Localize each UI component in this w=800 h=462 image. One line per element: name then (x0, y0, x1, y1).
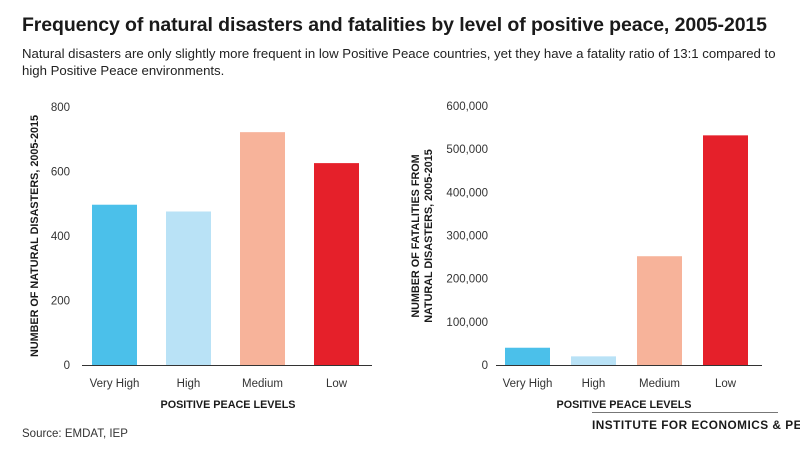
fatalities-bar-medium (637, 256, 682, 365)
fatalities-bar-low (703, 135, 748, 365)
chart-subtitle: Natural disasters are only slightly more… (22, 46, 776, 78)
disasters-y-axis-title: NUMBER OF NATURAL DISASTERS, 2005-2015 (29, 115, 41, 357)
source-note: Source: EMDAT, IEP (22, 428, 128, 440)
logo-divider (592, 412, 778, 413)
fatalities-x-tick-label: High (582, 378, 606, 390)
fatalities-y-tick-label: 0 (482, 360, 488, 372)
fatalities-y-axis-title-line: NUMBER OF FATALITIES FROM (410, 154, 422, 317)
disasters-y-tick-label: 400 (51, 231, 70, 243)
fatalities-y-tick-label: 300,000 (446, 231, 488, 243)
disasters-x-tick-label: Medium (242, 378, 283, 390)
disasters-y-tick-label: 600 (51, 167, 70, 179)
fatalities-y-tick-label: 100,000 (446, 317, 488, 329)
disasters-x-tick-label: High (177, 378, 201, 390)
disasters-x-axis-title: POSITIVE PEACE LEVELS (161, 399, 296, 411)
disasters-x-tick-label: Low (326, 378, 348, 390)
fatalities-y-tick-label: 400,000 (446, 187, 488, 199)
fatalities-x-tick-label: Very High (503, 378, 553, 390)
fatalities-y-tick-label: 600,000 (446, 101, 488, 113)
disasters-bar-low (314, 163, 359, 365)
disasters-y-tick-label: 800 (51, 102, 70, 114)
fatalities-bar-very-high (505, 347, 550, 365)
disasters-y-tick-label: 0 (64, 360, 70, 372)
iep-logo: INSTITUTE FOR ECONOMICS & PEACE (592, 418, 800, 432)
fatalities-y-tick-label: 500,000 (446, 144, 488, 156)
disasters-y-tick-label: 200 (51, 296, 70, 308)
fatalities-bar-high (571, 356, 616, 365)
fatalities-x-tick-label: Low (715, 378, 737, 390)
chart-title: Frequency of natural disasters and fatal… (22, 14, 767, 36)
disasters-y-axis-title-line: NUMBER OF NATURAL DISASTERS, 2005-2015 (29, 115, 41, 357)
disasters-bar-high (166, 211, 211, 365)
fatalities-y-tick-label: 200,000 (446, 274, 488, 286)
fatalities-x-tick-label: Medium (639, 378, 680, 390)
disasters-x-tick-label: Very High (90, 378, 140, 390)
fatalities-x-axis-title: POSITIVE PEACE LEVELS (557, 399, 692, 411)
fatalities-y-axis-title-line: NATURAL DISASTERS, 2005-2015 (423, 149, 435, 323)
disasters-bar-medium (240, 132, 285, 365)
disasters-bar-very-high (92, 204, 137, 365)
fatalities-y-axis-title: NUMBER OF FATALITIES FROMNATURAL DISASTE… (410, 149, 435, 323)
